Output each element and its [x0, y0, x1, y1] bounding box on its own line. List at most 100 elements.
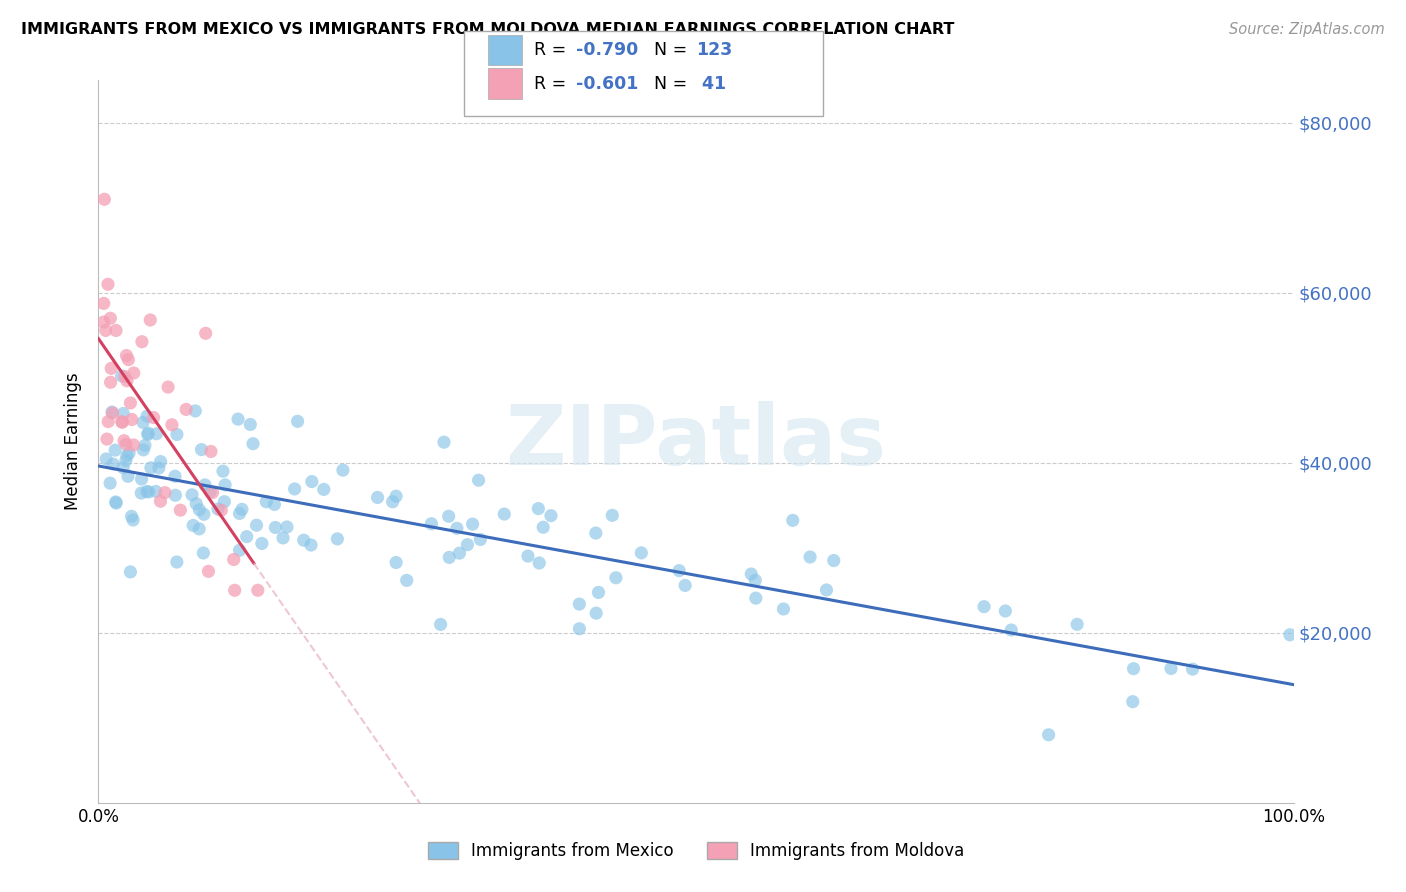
Point [540, 508, 562, 523]
Point [585, 606, 607, 620]
Point [673, 578, 696, 592]
Point [139, 460, 162, 475]
Point [381, 495, 404, 509]
Point [194, 478, 217, 492]
Point [420, 516, 443, 531]
Point [97, 277, 120, 292]
Point [111, 368, 134, 383]
Point [181, 518, 204, 533]
Point [115, 349, 138, 363]
Point [527, 501, 550, 516]
Point [1181, 662, 1204, 676]
Point [744, 574, 766, 588]
Point [250, 536, 273, 550]
Point [799, 549, 821, 564]
Point [1066, 617, 1088, 632]
Point [271, 531, 294, 545]
Point [209, 503, 232, 517]
Point [129, 486, 152, 500]
Point [98, 476, 121, 491]
Point [188, 503, 211, 517]
Point [385, 489, 408, 503]
Point [588, 585, 610, 599]
Point [326, 532, 349, 546]
Point [111, 415, 134, 429]
Point [166, 555, 188, 569]
Text: Source: ZipAtlas.com: Source: ZipAtlas.com [1229, 22, 1385, 37]
Point [494, 507, 516, 521]
Point [98, 311, 122, 326]
Point [516, 549, 538, 563]
Point [264, 520, 287, 534]
Point [111, 415, 134, 429]
Point [93, 192, 115, 206]
Point [437, 509, 460, 524]
Point [367, 491, 389, 505]
Point [193, 546, 215, 560]
Point [212, 464, 235, 478]
Text: 123: 123 [696, 41, 733, 59]
Point [101, 406, 124, 420]
Point [239, 417, 262, 432]
Text: -0.601: -0.601 [576, 75, 638, 93]
Point [292, 533, 315, 548]
Point [165, 488, 187, 502]
Point [139, 313, 162, 327]
Point [105, 496, 128, 510]
Point [138, 484, 160, 499]
Point [242, 436, 264, 450]
Point [740, 567, 762, 582]
Point [104, 323, 127, 337]
Point [568, 597, 591, 611]
Point [470, 533, 492, 547]
Text: ZIPatlas: ZIPatlas [506, 401, 886, 482]
Point [149, 454, 172, 468]
Text: R =: R = [534, 75, 572, 93]
Point [100, 361, 122, 376]
Point [114, 369, 136, 384]
Point [527, 556, 550, 570]
Point [1160, 661, 1182, 675]
Point [312, 483, 335, 497]
Point [815, 582, 838, 597]
Point [605, 571, 627, 585]
Point [100, 376, 122, 390]
Point [174, 402, 197, 417]
Point [115, 374, 138, 388]
Point [246, 583, 269, 598]
Point [145, 426, 167, 441]
Point [97, 415, 120, 429]
Point [188, 522, 211, 536]
Point [93, 315, 115, 329]
Point [1122, 662, 1144, 676]
Point [973, 599, 995, 614]
Point [115, 453, 138, 467]
Point [630, 546, 652, 560]
Point [782, 513, 804, 527]
Point [433, 435, 456, 450]
Point [254, 495, 277, 509]
Point [531, 520, 554, 534]
Point [207, 502, 229, 516]
Text: R =: R = [534, 41, 572, 59]
Point [120, 565, 142, 579]
Point [166, 427, 188, 442]
Point [94, 323, 117, 337]
Point [115, 449, 138, 463]
Point [104, 495, 127, 509]
Point [395, 574, 418, 588]
Point [136, 427, 159, 442]
Point [112, 407, 135, 421]
Point [131, 334, 153, 349]
Point [228, 543, 250, 558]
Text: -0.790: -0.790 [576, 41, 638, 59]
Point [197, 565, 219, 579]
Point [201, 485, 224, 500]
Point [461, 517, 484, 532]
Point [1000, 623, 1022, 637]
Point [668, 564, 690, 578]
Point [186, 497, 208, 511]
Point [228, 507, 250, 521]
Point [184, 404, 207, 418]
Point [568, 622, 591, 636]
